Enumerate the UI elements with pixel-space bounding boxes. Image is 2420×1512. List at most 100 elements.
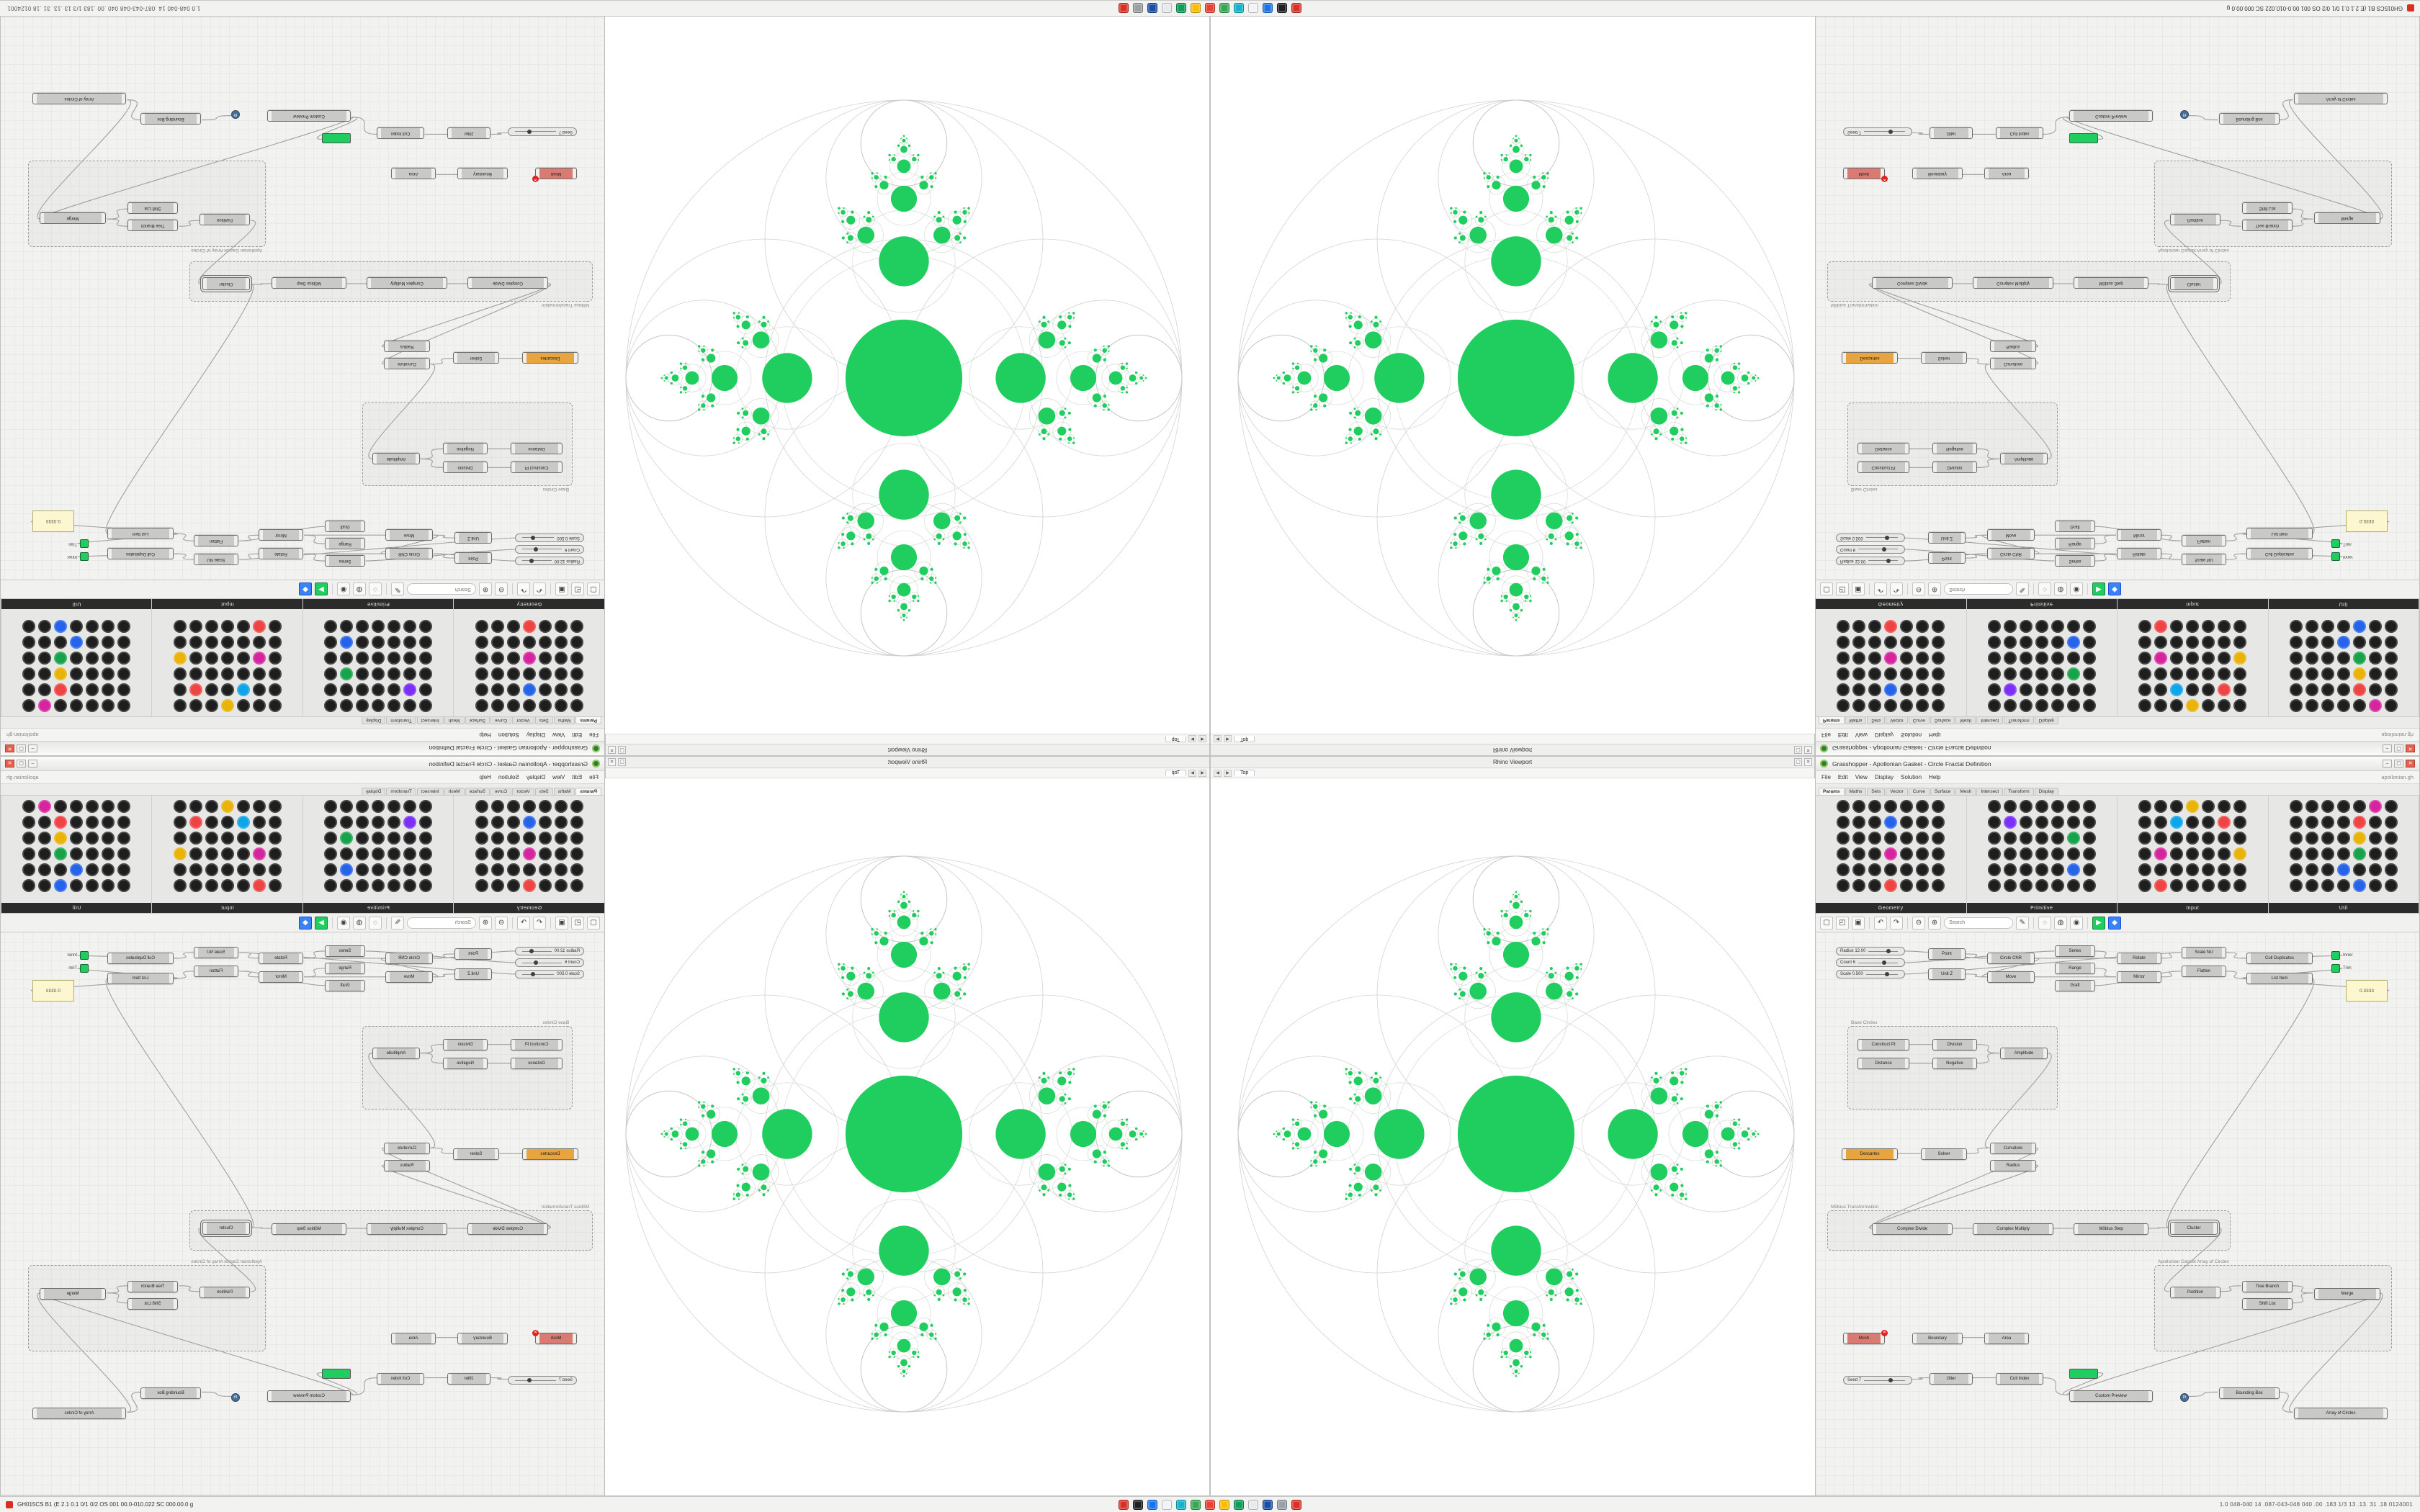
component-icon[interactable] bbox=[2218, 636, 2231, 649]
component-icon[interactable] bbox=[2035, 636, 2048, 649]
dock-sheet-icon[interactable] bbox=[1162, 3, 1172, 14]
viewport-prev-icon[interactable]: ◀ bbox=[1214, 735, 1222, 743]
component-icon[interactable] bbox=[1884, 800, 1898, 813]
component-icon[interactable] bbox=[252, 847, 266, 860]
component-icon[interactable] bbox=[1932, 816, 1945, 829]
component-icon[interactable] bbox=[419, 699, 433, 712]
component-icon[interactable] bbox=[2186, 832, 2200, 845]
component-icon[interactable] bbox=[1900, 699, 1914, 712]
node-area[interactable]: Area bbox=[1984, 1333, 2029, 1344]
component-icon[interactable] bbox=[324, 816, 338, 829]
node-scale-nu[interactable]: Scale NU bbox=[194, 947, 238, 958]
component-icon[interactable] bbox=[2336, 847, 2350, 860]
dock-docs-icon[interactable] bbox=[1162, 1499, 1172, 1510]
component-icon[interactable] bbox=[2170, 879, 2184, 892]
component-icon[interactable] bbox=[2218, 816, 2231, 829]
component-icon[interactable] bbox=[570, 683, 583, 696]
component-icon[interactable] bbox=[1852, 832, 1866, 845]
node-scale-0-500[interactable]: Scale 0.500 bbox=[1836, 970, 1905, 978]
component-icon[interactable] bbox=[2186, 667, 2200, 680]
open-document-icon[interactable]: ◰ bbox=[571, 582, 584, 596]
component-icon[interactable] bbox=[268, 667, 282, 680]
component-icon[interactable] bbox=[372, 800, 385, 813]
component-icon[interactable] bbox=[2321, 636, 2334, 649]
component-icon[interactable] bbox=[22, 667, 36, 680]
node-amplitude[interactable]: Amplitude bbox=[2000, 1048, 2048, 1059]
component-icon[interactable] bbox=[1884, 683, 1898, 696]
node-seed-7[interactable]: Seed 7 bbox=[1843, 127, 1912, 136]
component-icon[interactable] bbox=[117, 683, 131, 696]
undo-icon[interactable]: ↶ bbox=[1874, 916, 1887, 930]
menu-edit[interactable]: Edit bbox=[572, 732, 583, 738]
node-range[interactable]: Range bbox=[325, 963, 365, 974]
component-icon[interactable] bbox=[324, 699, 338, 712]
viewport-prev-icon[interactable]: ◀ bbox=[1198, 735, 1206, 743]
component-icon[interactable] bbox=[1884, 863, 1898, 876]
apollonian-fractal-render[interactable] bbox=[604, 17, 1209, 734]
search-input[interactable] bbox=[407, 583, 476, 595]
definition-canvas[interactable]: Möbius Transformation Apollonian Gasket A… bbox=[1816, 932, 2419, 1495]
component-icon[interactable] bbox=[387, 620, 401, 633]
component-icon[interactable] bbox=[252, 699, 266, 712]
component-icon[interactable] bbox=[554, 683, 568, 696]
component-icon[interactable] bbox=[70, 800, 84, 813]
component-icon[interactable] bbox=[70, 667, 84, 680]
component-icon[interactable] bbox=[1900, 800, 1914, 813]
component-icon[interactable] bbox=[1900, 636, 1914, 649]
remote-panel-icon[interactable]: ◆ bbox=[299, 916, 312, 930]
component-icon[interactable] bbox=[252, 652, 266, 665]
component-icon[interactable] bbox=[189, 652, 202, 665]
component-icon[interactable] bbox=[2305, 683, 2318, 696]
component-icon[interactable] bbox=[220, 667, 234, 680]
component-icon[interactable] bbox=[220, 863, 234, 876]
component-icon[interactable] bbox=[86, 816, 99, 829]
node-cull-duplicates[interactable]: Cull Duplicates bbox=[2246, 548, 2313, 559]
component-icon[interactable] bbox=[554, 667, 568, 680]
component-icon[interactable] bbox=[419, 832, 433, 845]
node-tree-branch[interactable]: Tree Branch bbox=[2242, 220, 2293, 231]
component-icon[interactable] bbox=[2368, 863, 2382, 876]
dock-files-icon[interactable] bbox=[1147, 1499, 1157, 1510]
component-icon[interactable] bbox=[372, 652, 385, 665]
component-icon[interactable] bbox=[538, 683, 552, 696]
component-icon[interactable] bbox=[506, 816, 520, 829]
node-negative[interactable]: Negative bbox=[443, 1058, 488, 1069]
component-icon[interactable] bbox=[1868, 800, 1882, 813]
component-icon[interactable] bbox=[2138, 863, 2152, 876]
component-icon[interactable] bbox=[1852, 800, 1866, 813]
component-icon[interactable] bbox=[2003, 800, 2017, 813]
menu-help[interactable]: Help bbox=[479, 732, 491, 738]
tab-sets[interactable]: Sets bbox=[1867, 788, 1886, 795]
component-icon[interactable] bbox=[2218, 620, 2231, 633]
node-bounding-box[interactable]: Bounding Box bbox=[140, 113, 201, 125]
component-icon[interactable] bbox=[2154, 699, 2168, 712]
preview-wire-icon[interactable]: ◍ bbox=[353, 916, 366, 930]
component-icon[interactable] bbox=[22, 800, 36, 813]
component-icon[interactable] bbox=[268, 652, 282, 665]
component-icon[interactable] bbox=[2368, 667, 2382, 680]
component-icon[interactable] bbox=[506, 699, 520, 712]
component-icon[interactable] bbox=[2082, 620, 2096, 633]
slider-knob[interactable] bbox=[526, 1377, 532, 1382]
node-cull-index[interactable]: Cull Index bbox=[1996, 1373, 2043, 1385]
component-icon[interactable] bbox=[506, 683, 520, 696]
component-icon[interactable] bbox=[1868, 699, 1882, 712]
component-icon[interactable] bbox=[2368, 800, 2382, 813]
dock-close-icon[interactable] bbox=[1119, 1499, 1129, 1510]
component-icon[interactable] bbox=[2289, 636, 2303, 649]
component-icon[interactable] bbox=[538, 667, 552, 680]
component-icon[interactable] bbox=[2218, 667, 2231, 680]
maximize-button[interactable]: ▢ bbox=[17, 760, 26, 768]
viewport-tab-top[interactable]: Top bbox=[1165, 736, 1186, 742]
menu-file[interactable]: File bbox=[1821, 774, 1831, 780]
component-icon[interactable] bbox=[2066, 636, 2080, 649]
component-icon[interactable] bbox=[2170, 636, 2184, 649]
viewport-close-button[interactable]: ✕ bbox=[1804, 746, 1812, 754]
preview-off-icon[interactable]: ◌ bbox=[369, 582, 382, 596]
component-icon[interactable] bbox=[2321, 863, 2334, 876]
component-icon[interactable] bbox=[1932, 699, 1945, 712]
component-icon[interactable] bbox=[117, 879, 131, 892]
node-complex-multiply[interactable]: Complex Multiply bbox=[1973, 277, 2053, 289]
component-icon[interactable] bbox=[2218, 699, 2231, 712]
component-icon[interactable] bbox=[54, 800, 68, 813]
